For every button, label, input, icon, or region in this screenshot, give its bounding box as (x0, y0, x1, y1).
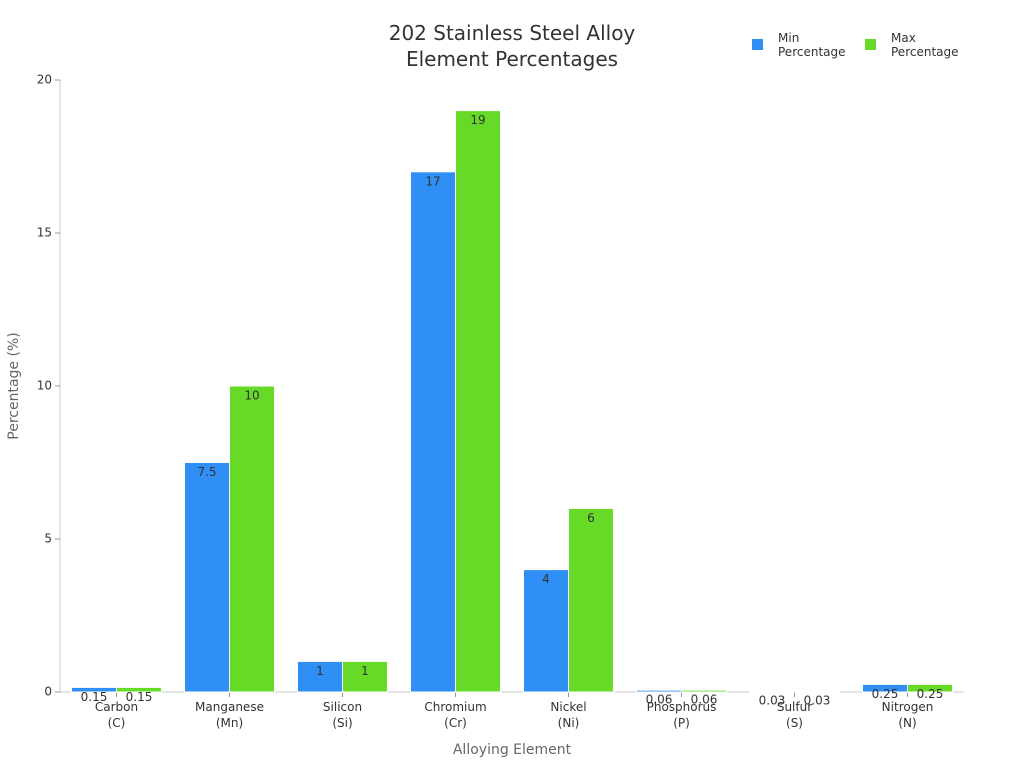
legend-swatch (752, 39, 763, 50)
bar (455, 110, 501, 693)
y-tick-label: 20 (37, 73, 52, 87)
value-label: 0.06 (691, 693, 718, 707)
x-axis-label: Alloying Element (452, 742, 572, 758)
value-label: 0.15 (126, 690, 153, 704)
y-tick-label: 5 (44, 532, 52, 546)
value-label: 4 (542, 572, 550, 586)
x-tick-label: Silicon (Si) (322, 700, 363, 730)
chart-title: 202 Stainless Steel Alloy Element Percen… (388, 21, 636, 71)
legend-swatch (865, 39, 876, 50)
bar (749, 690, 795, 693)
y-tick-label: 0 (44, 685, 52, 699)
x-tick-label: Nitrogen (N) (881, 700, 934, 730)
value-label: 6 (587, 511, 595, 525)
y-axis-label: Percentage (%) (6, 332, 22, 439)
y-tick-label: 10 (37, 379, 52, 393)
value-label: 19 (470, 113, 485, 127)
value-label: 0.15 (81, 690, 108, 704)
bar (342, 660, 388, 693)
value-label: 1 (316, 664, 324, 678)
value-label: 0.03 (804, 694, 831, 708)
bar (410, 171, 456, 693)
x-tick-label: Manganese (Mn) (195, 700, 264, 730)
value-label: 0.03 (759, 694, 786, 708)
x-tick-label: Sulfur (S) (776, 700, 813, 730)
value-label: 0.06 (646, 693, 673, 707)
bar (184, 462, 230, 693)
bar (794, 690, 840, 693)
x-tick-label: Nickel (Ni) (550, 700, 587, 730)
bar (681, 689, 727, 693)
x-tick-label: Carbon (C) (94, 700, 139, 730)
bar (523, 569, 569, 693)
x-tick-label: Phosphorus (P) (646, 700, 717, 730)
value-label: 10 (244, 389, 259, 403)
value-label: 0.25 (917, 687, 944, 701)
value-label: 1 (361, 664, 369, 678)
value-label: 7.5 (197, 465, 216, 479)
bar (229, 385, 275, 693)
value-label: 0.25 (872, 687, 899, 701)
bar (907, 683, 953, 693)
legend-label: Min Percentage (778, 31, 846, 59)
bar (568, 507, 614, 693)
bar (116, 686, 162, 693)
legend-label: Max Percentage (891, 31, 959, 59)
value-label: 17 (425, 174, 440, 188)
y-tick-label: 15 (37, 226, 52, 240)
x-tick-label: Chromium (Cr) (424, 700, 487, 730)
